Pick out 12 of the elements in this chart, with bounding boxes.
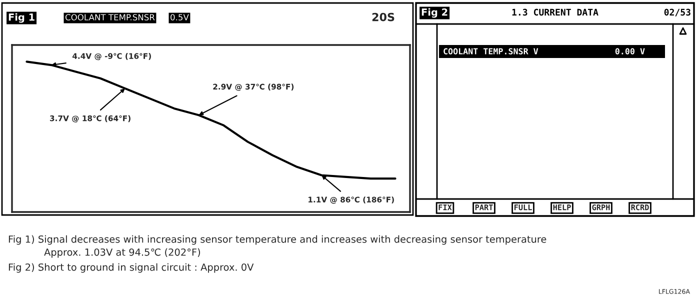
caption: Fig 2) Short to ground in signal circuit : Approx. 0V — [8, 263, 254, 273]
text: 02/53 — [664, 8, 690, 16]
text: Fig 2 — [422, 8, 448, 18]
text: Approx. 1.03V at 94.5℃ (202°F) — [44, 248, 200, 258]
caption: Fig 1) Signal decreases with increasing sensor temperature and increases with decreasing sensor temperature — [8, 235, 546, 245]
text: COOLANT TEMP.SNSR V — [444, 48, 538, 54]
text: 0.00 V — [615, 48, 645, 54]
text: 20S — [372, 12, 394, 22]
chart-title: Fig 1 — [8, 13, 34, 23]
text: COOLANT TEMP.SNSR — [65, 14, 155, 20]
text: 0.5V — [170, 14, 189, 20]
text: 1.3 CURRENT DATA — [512, 8, 598, 16]
